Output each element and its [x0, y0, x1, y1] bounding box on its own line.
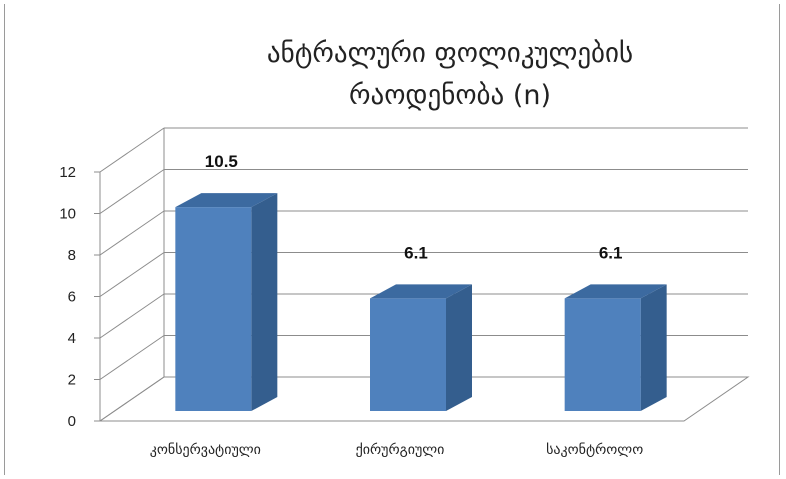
- bar-front: [175, 207, 252, 411]
- bar: [370, 284, 472, 411]
- bar-top: [370, 284, 472, 299]
- gridline-side: [99, 376, 165, 422]
- bar: [175, 193, 278, 411]
- y-tick-label: 0: [68, 413, 76, 430]
- gridline-side: [99, 252, 165, 297]
- bar-front: [564, 298, 641, 411]
- bar-side: [251, 193, 278, 411]
- chart-title-line-2: რაოდენობა (n): [349, 80, 551, 111]
- data-label: 6.1: [404, 243, 428, 262]
- y-axis: 0 2 4 6 8 10 12: [59, 164, 100, 430]
- y-tick-label: 12: [59, 164, 76, 181]
- chart-frame: [4, 4, 780, 475]
- y-tick-label: 4: [68, 330, 76, 347]
- gridline-side: [99, 335, 165, 380]
- bar-front: [370, 298, 446, 411]
- bar: [564, 284, 667, 411]
- bar-side: [446, 284, 472, 411]
- x-category-label: საკონტროლო: [546, 441, 643, 458]
- y-tick-label: 10: [59, 206, 76, 223]
- data-label: 10.5: [205, 152, 238, 171]
- x-category-label: ქირურგიული: [356, 441, 445, 458]
- bar-top: [564, 284, 667, 299]
- y-tick-label: 2: [68, 372, 76, 389]
- data-labels: 10.5 6.1 6.1: [205, 152, 623, 262]
- chart-title-line-1: ანტრალური ფოლიკულების: [267, 38, 633, 69]
- bar-top: [175, 193, 278, 208]
- y-tick-label: 6: [68, 289, 76, 306]
- bars: [175, 193, 667, 411]
- y-tick-label: 8: [68, 247, 76, 264]
- gridline-side: [99, 169, 165, 214]
- x-category-label: კონსერვატიული: [150, 441, 261, 458]
- x-axis: კონსერვატიული ქირურგიული საკონტროლო: [100, 420, 684, 458]
- bar-side: [640, 284, 667, 411]
- chart-title: ანტრალური ფოლიკულების რაოდენობა (n): [267, 38, 633, 111]
- gridline-side: [99, 127, 165, 173]
- gridline-side: [99, 293, 165, 339]
- gridline-side: [99, 210, 165, 256]
- data-label: 6.1: [599, 243, 623, 262]
